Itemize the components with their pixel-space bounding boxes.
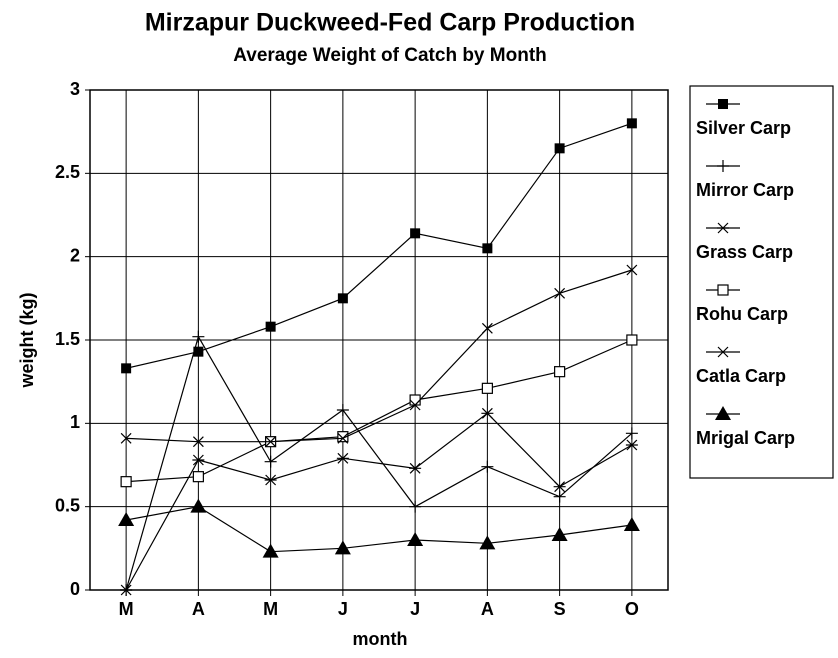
marker — [192, 454, 205, 466]
marker — [265, 436, 277, 448]
marker — [553, 481, 566, 493]
series-line — [126, 506, 632, 553]
series-line — [126, 269, 633, 443]
marker — [481, 407, 494, 419]
legend-label: Silver Carp — [696, 118, 791, 138]
marker — [482, 243, 493, 254]
marker — [718, 99, 728, 109]
legend-label: Rohu Carp — [696, 304, 788, 324]
marker — [120, 476, 132, 488]
marker — [479, 535, 496, 550]
series-line — [125, 122, 633, 369]
y-tick-label: 0 — [70, 579, 80, 599]
marker — [554, 287, 566, 299]
marker — [554, 143, 565, 154]
marker — [625, 427, 638, 440]
marker — [264, 455, 277, 468]
y-tick-label: 3 — [70, 79, 80, 99]
legend-box — [689, 85, 834, 479]
marker — [626, 334, 638, 346]
marker — [192, 330, 205, 343]
marker — [717, 346, 729, 358]
x-tick-label: A — [481, 599, 494, 619]
y-tick-label: 1 — [70, 412, 80, 432]
marker — [409, 399, 421, 411]
marker — [715, 406, 731, 420]
marker — [481, 382, 493, 394]
y-tick-label: 2.5 — [55, 162, 80, 182]
marker — [553, 490, 566, 503]
series-line — [126, 339, 633, 483]
x-tick-label: M — [263, 599, 278, 619]
marker — [717, 222, 729, 234]
marker — [336, 452, 349, 464]
marker — [336, 404, 349, 416]
chart-title: Mirzapur Duckweed-Fed Carp Production — [145, 9, 635, 37]
marker — [481, 322, 493, 334]
x-tick-label: M — [119, 599, 134, 619]
legend-label: Mirror Carp — [696, 180, 794, 200]
marker — [120, 432, 132, 444]
legend-label: Grass Carp — [696, 242, 793, 262]
marker — [409, 500, 422, 513]
legend-label: Mrigal Carp — [696, 428, 795, 448]
x-tick-label: S — [554, 599, 566, 619]
marker — [337, 432, 349, 444]
x-tick-label: O — [625, 599, 639, 619]
marker — [623, 517, 640, 531]
marker — [625, 439, 638, 451]
marker — [626, 264, 638, 276]
y-tick-label: 1.5 — [55, 329, 80, 349]
marker — [262, 543, 279, 558]
legend: Silver Carp Mirror Carp Grass Carp Rohu Car… — [689, 85, 834, 479]
x-tick-label: J — [410, 599, 420, 619]
marker — [334, 540, 351, 555]
y-axis-label: weight (kg) — [17, 293, 37, 389]
marker — [717, 160, 729, 172]
series-line — [125, 412, 633, 591]
legend-label: Catla Carp — [696, 366, 786, 386]
marker — [337, 293, 348, 304]
marker — [407, 532, 424, 546]
marker — [193, 346, 204, 357]
marker — [264, 474, 277, 486]
x-tick-label: J — [338, 599, 348, 619]
marker — [410, 228, 421, 239]
marker — [192, 436, 204, 448]
chart-subtitle: Average Weight of Catch by Month — [233, 45, 547, 66]
x-tick-label: A — [192, 599, 205, 619]
marker — [409, 394, 421, 406]
x-axis-label: month — [353, 629, 408, 649]
marker — [120, 584, 133, 596]
marker — [190, 498, 207, 513]
marker — [192, 471, 204, 483]
marker — [121, 363, 132, 374]
marker — [409, 462, 422, 474]
y-tick-label: 0.5 — [55, 495, 80, 515]
marker — [551, 527, 568, 541]
marker — [265, 321, 276, 332]
marker — [118, 512, 135, 526]
marker — [554, 366, 566, 378]
marker — [626, 118, 637, 129]
marker — [481, 460, 494, 473]
marker — [717, 284, 729, 296]
series-line — [125, 335, 633, 591]
y-tick-label: 2 — [70, 245, 80, 265]
